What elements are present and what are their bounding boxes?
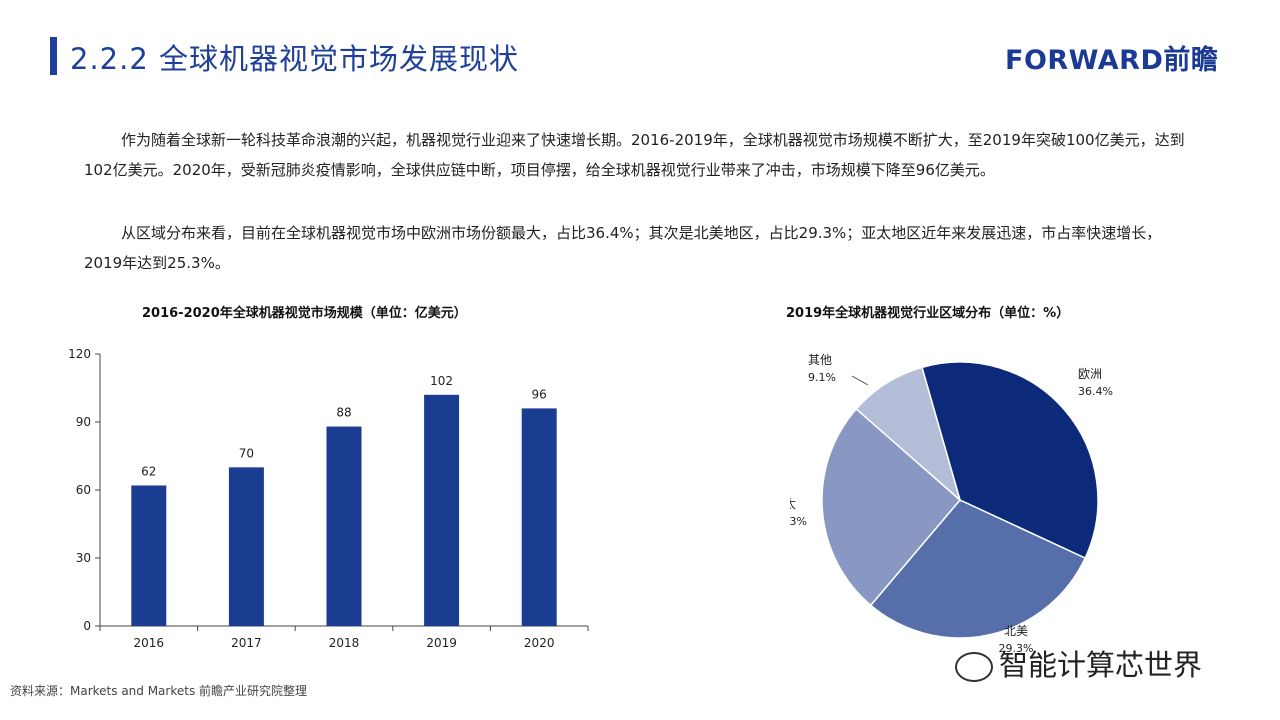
- pie-slice-亚太: [821, 407, 962, 607]
- pie-slice-北美: [869, 499, 1087, 639]
- paragraph-regional: 从区域分布来看，目前在全球机器视觉市场中欧洲市场份额最大，占比36.4%；其次是…: [84, 224, 1162, 272]
- pie-chart: 欧洲 36.4% 北美 29.3% 亚太 25.3% 其他 9.1%: [790, 353, 1113, 655]
- pie-label: 其他: [808, 353, 832, 367]
- y-tick-label: 30: [76, 551, 91, 565]
- bar-value-label: 102: [430, 374, 453, 388]
- pie-slice-其他: [855, 366, 962, 503]
- bar-value-label: 88: [336, 406, 351, 420]
- bar-chart-title: 2016-2020年全球机器视觉市场规模（单位：亿美元）: [142, 306, 467, 321]
- x-tick-label: 2017: [231, 636, 262, 650]
- pie-slice-欧洲: [921, 361, 1099, 560]
- bar-value-label: 70: [239, 446, 254, 460]
- wechat-icon: [955, 652, 993, 682]
- pie-label: 欧洲: [1078, 367, 1102, 381]
- pie-value-label: 36.4%: [1078, 385, 1113, 398]
- bar-2020: [521, 408, 557, 626]
- bar-2016: [131, 485, 167, 626]
- pie-leader-line: [851, 375, 869, 386]
- pie-value-label: 29.3%: [999, 642, 1034, 655]
- y-tick-label: 120: [68, 347, 91, 361]
- source-note: 资料来源：Markets and Markets 前瞻产业研究院整理: [10, 684, 308, 698]
- bar-2017: [228, 467, 264, 626]
- bar-chart: 0 30 60 90 120 62 2016 70 2017 88 2018 102 2019 96 202…: [68, 347, 589, 650]
- wechat-watermark: 智能计算芯世界: [955, 642, 1202, 684]
- y-tick-label: 0: [83, 619, 91, 633]
- bar-2019: [424, 394, 460, 626]
- bar-value-label: 96: [532, 387, 547, 401]
- pie-label: 北美: [1004, 624, 1028, 638]
- y-tick-label: 90: [76, 415, 91, 429]
- forward-logo: FORWARD前瞻: [1005, 45, 1219, 76]
- x-tick-label: 2020: [524, 636, 555, 650]
- x-tick-label: 2018: [329, 636, 360, 650]
- pie-value-label: 9.1%: [808, 371, 836, 384]
- pie-label: 亚太: [790, 496, 796, 511]
- page-title: 2.2.2 全球机器视觉市场发展现状: [70, 42, 520, 76]
- pie-chart-title: 2019年全球机器视觉行业区域分布（单位：%）: [786, 306, 1070, 321]
- bar-value-label: 62: [141, 464, 156, 478]
- title-accent-bar: [50, 37, 57, 75]
- bar-2018: [326, 426, 362, 626]
- x-tick-label: 2016: [134, 636, 165, 650]
- paragraph-market-growth: 作为随着全球新一轮科技革命浪潮的兴起，机器视觉行业迎来了快速增长期。2016-2…: [84, 131, 1185, 179]
- watermark-text: 智能计算芯世界: [999, 648, 1203, 682]
- pie-value-label: 25.3%: [790, 515, 807, 528]
- y-tick-label: 60: [76, 483, 91, 497]
- x-tick-label: 2019: [426, 636, 457, 650]
